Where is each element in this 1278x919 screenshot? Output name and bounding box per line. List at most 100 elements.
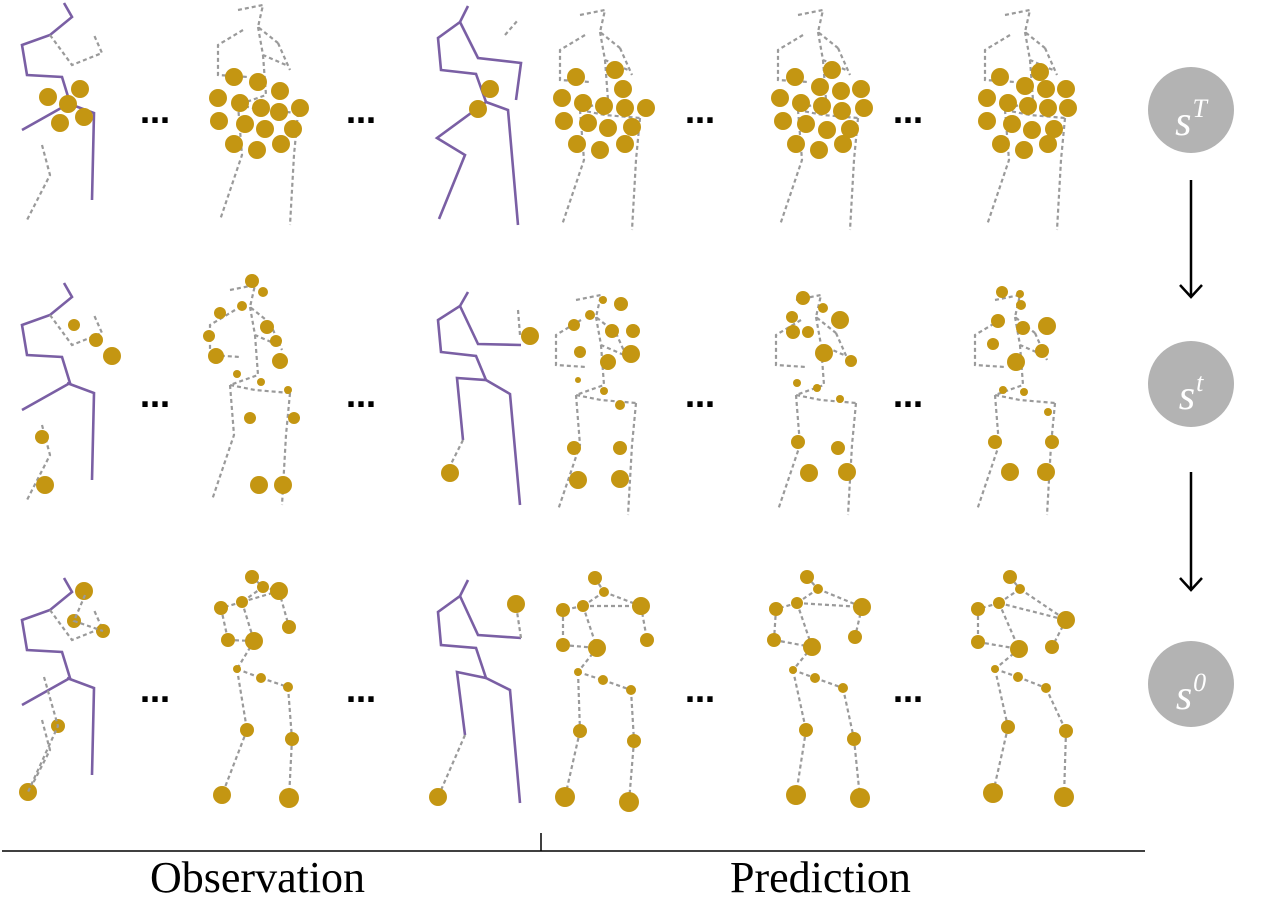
r2-f2-joint-8 bbox=[272, 353, 288, 369]
r2-f4-joint-14 bbox=[569, 471, 587, 489]
r1-f6-joint-10 bbox=[978, 112, 996, 130]
r1-f6-joint-15 bbox=[1015, 141, 1033, 159]
r2-f6-joint-1 bbox=[1016, 290, 1024, 298]
r3-obs1-joint-4 bbox=[19, 783, 37, 801]
r3-f2-bone-13 bbox=[220, 729, 249, 796]
r1-f5-joint-16 bbox=[834, 135, 852, 153]
r2-f6-joint-13 bbox=[1045, 435, 1059, 449]
r2-f2-joint-2 bbox=[237, 301, 247, 311]
r1-f5-joint-14 bbox=[787, 135, 805, 153]
r1-f2-joint-11 bbox=[284, 120, 302, 138]
r3-f2-joint-rh bbox=[256, 673, 266, 683]
r1-f5-joint-11 bbox=[797, 115, 815, 133]
down-arrow-icon-2-head bbox=[1179, 577, 1203, 592]
r3-f5-joint-rh bbox=[810, 673, 820, 683]
r2-obs1-joint-2 bbox=[103, 347, 121, 365]
ellipsis-r3-a: … bbox=[140, 675, 172, 710]
r3-f6-bone-5 bbox=[998, 601, 1067, 622]
r1-f6-joint-0 bbox=[991, 68, 1009, 86]
r2-f4-joint-2 bbox=[585, 310, 595, 320]
r1-f4-joint-14 bbox=[616, 135, 634, 153]
r1-f6-joint-14 bbox=[992, 135, 1010, 153]
r3-f6-joint-head bbox=[1003, 570, 1017, 584]
r2-f6-joint-7 bbox=[1035, 344, 1049, 358]
r1-f2-joint-8 bbox=[210, 112, 228, 130]
r2-f5-bone-6 bbox=[834, 332, 850, 361]
r3-f5-joint-re bbox=[848, 630, 862, 644]
r2-f4-joint-11 bbox=[615, 400, 625, 410]
r2-f2-joint-0 bbox=[245, 274, 259, 288]
ellipsis-r1-a: … bbox=[140, 96, 172, 131]
r3-f6-bone-14 bbox=[1045, 687, 1067, 732]
r2-obs2-torso bbox=[436, 291, 489, 441]
r2-f6-bone-5 bbox=[1045, 402, 1057, 516]
r1-f4-joint-13 bbox=[591, 141, 609, 159]
r2-f4-joint-5 bbox=[626, 324, 640, 338]
r1-f2-joint-3 bbox=[231, 94, 249, 112]
r3-f6-bone-11 bbox=[1017, 675, 1047, 690]
r2-f5-joint-2 bbox=[786, 311, 798, 323]
r2-f2-joint-12 bbox=[244, 412, 256, 424]
r1-f6-joint-2 bbox=[978, 89, 996, 107]
r1-obs2-torso bbox=[434, 5, 488, 220]
r2-f5-joint-10 bbox=[836, 395, 844, 403]
r2-obs2-joint-0 bbox=[521, 327, 539, 345]
r1-f4-joint-1 bbox=[606, 61, 624, 79]
r2-f6-bone-4 bbox=[975, 394, 1001, 511]
r3-f5-bone-9 bbox=[792, 646, 813, 671]
r2-f2-joint-13 bbox=[288, 412, 300, 424]
r3-f6-joint-rs bbox=[1057, 611, 1075, 629]
r2-f4-joint-7 bbox=[600, 354, 616, 370]
r1-obs1-joint-2 bbox=[71, 80, 89, 98]
r3-f2-bone-14 bbox=[286, 686, 294, 740]
r2-obs1-joint-1 bbox=[89, 333, 103, 347]
step-label-sT: sT bbox=[1175, 94, 1207, 145]
r2-f6-joint-6 bbox=[987, 338, 999, 350]
r2-f4-bone-5 bbox=[626, 402, 638, 516]
r1-f5-joint-8 bbox=[833, 102, 851, 120]
r1-f2-joint-1 bbox=[249, 73, 267, 91]
r3-f4-joint-hip bbox=[588, 639, 606, 657]
r2-f6-joint-4 bbox=[1016, 321, 1030, 335]
r3-f6-joint-ra bbox=[1054, 787, 1074, 807]
r1-obs2-leg bbox=[485, 100, 520, 226]
r1-obs1-joint-4 bbox=[75, 108, 93, 126]
r1-f5-joint-4 bbox=[811, 78, 829, 96]
r1-f4-bone-1 bbox=[558, 34, 591, 84]
r2-f5-joint-0 bbox=[796, 291, 810, 305]
r2-f2-bone-3 bbox=[225, 334, 291, 395]
r1-f4-joint-9 bbox=[579, 114, 597, 132]
r2-f5-bone-5 bbox=[846, 402, 858, 516]
r2-f4-bone-0 bbox=[575, 293, 617, 334]
r2-f2-joint-11 bbox=[284, 386, 292, 394]
r2-f2-bone-5 bbox=[280, 392, 292, 506]
r1-f4-joint-7 bbox=[637, 99, 655, 117]
r1-f6-bone-3 bbox=[1000, 59, 1066, 120]
r2-obs2-arm-dash bbox=[516, 309, 522, 336]
r2-f4-bone-3 bbox=[571, 344, 637, 405]
r1-f6-joint-11 bbox=[1003, 115, 1021, 133]
r2-obs1-leg bbox=[66, 381, 96, 481]
r1-f4-joint-2 bbox=[553, 89, 571, 107]
r1-f6-joint-9 bbox=[1059, 99, 1077, 117]
r2-f2-joint-15 bbox=[274, 476, 292, 494]
r3-f4-joint-rk2 bbox=[627, 734, 641, 748]
r3-f5-bone-6 bbox=[853, 606, 864, 638]
r3-f6-joint-lh bbox=[991, 665, 999, 673]
r3-f6-joint-rk2 bbox=[1059, 724, 1073, 738]
r1-f2-joint-5 bbox=[271, 82, 289, 100]
r2-f4-joint-4 bbox=[605, 324, 619, 338]
r3-obs1-leg bbox=[66, 676, 96, 776]
r2-f4-joint-6 bbox=[574, 346, 586, 358]
r3-obs1-arm bbox=[49, 609, 104, 642]
r2-obs1-torso bbox=[20, 282, 74, 412]
r2-f5-joint-13 bbox=[800, 464, 818, 482]
r3-f4-joint-rk bbox=[626, 685, 636, 695]
r2-f2-joint-9 bbox=[233, 370, 241, 378]
r1-f6-joint-7 bbox=[1019, 97, 1037, 115]
r3-f6-joint-rk bbox=[1041, 683, 1051, 693]
r2-f2-bone-4 bbox=[210, 384, 236, 501]
r3-f4-bone-13 bbox=[563, 730, 582, 798]
r2-f2-joint-10 bbox=[257, 378, 265, 386]
r3-f5-joint-ls bbox=[769, 602, 783, 616]
